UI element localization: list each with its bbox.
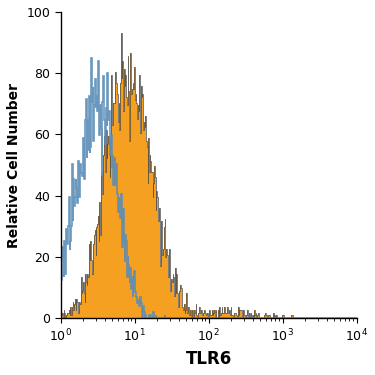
X-axis label: TLR6: TLR6 <box>186 350 232 368</box>
Y-axis label: Relative Cell Number: Relative Cell Number <box>7 82 21 248</box>
